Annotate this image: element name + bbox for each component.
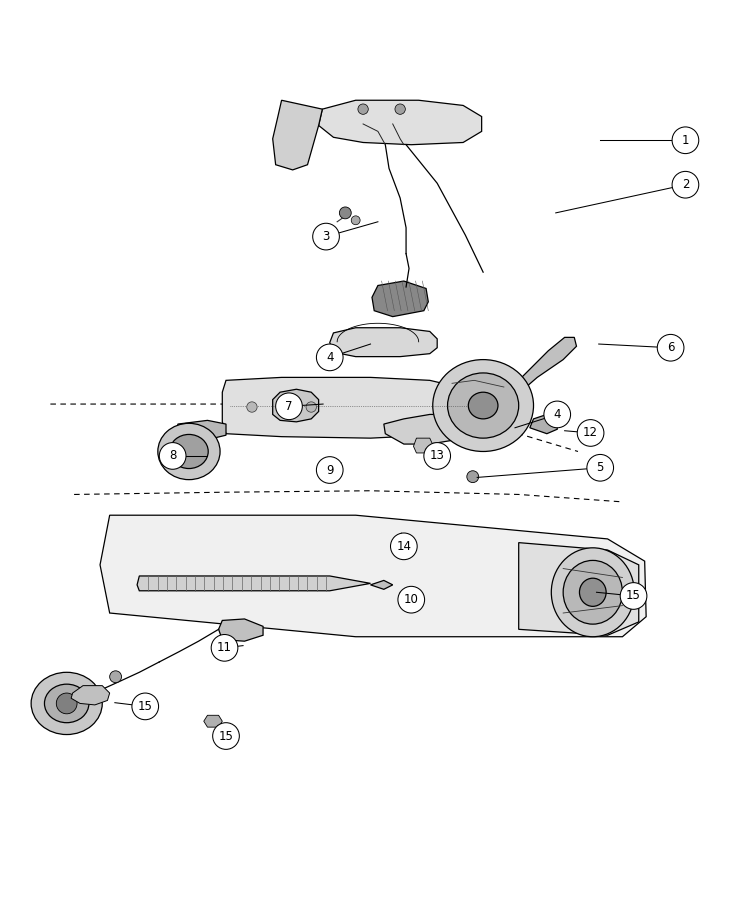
Circle shape (132, 693, 159, 720)
Circle shape (276, 393, 302, 419)
Polygon shape (204, 716, 222, 727)
Circle shape (213, 723, 239, 750)
Text: 3: 3 (322, 230, 330, 243)
Ellipse shape (31, 672, 102, 734)
Polygon shape (330, 328, 437, 356)
Ellipse shape (563, 561, 622, 624)
Circle shape (544, 401, 571, 428)
Text: 1: 1 (682, 134, 689, 147)
Ellipse shape (433, 360, 534, 452)
Polygon shape (100, 515, 646, 636)
Circle shape (316, 344, 343, 371)
Circle shape (398, 586, 425, 613)
Polygon shape (384, 414, 494, 444)
Polygon shape (519, 543, 639, 635)
Text: 14: 14 (396, 540, 411, 553)
Text: 8: 8 (169, 449, 176, 463)
Polygon shape (530, 414, 557, 434)
Polygon shape (71, 686, 110, 705)
Circle shape (276, 401, 287, 412)
Circle shape (358, 104, 368, 114)
Circle shape (587, 454, 614, 482)
Text: 4: 4 (326, 351, 333, 364)
Text: 9: 9 (326, 464, 333, 476)
Text: 7: 7 (285, 400, 293, 413)
Ellipse shape (170, 435, 208, 469)
Polygon shape (219, 619, 263, 641)
Circle shape (56, 693, 77, 714)
Polygon shape (273, 100, 322, 170)
Circle shape (313, 223, 339, 250)
Circle shape (395, 104, 405, 114)
Circle shape (467, 471, 479, 482)
Circle shape (211, 634, 238, 662)
Polygon shape (370, 580, 393, 590)
Ellipse shape (44, 684, 89, 723)
Polygon shape (372, 281, 428, 317)
Polygon shape (413, 438, 433, 453)
Circle shape (306, 401, 316, 412)
Polygon shape (319, 100, 482, 145)
Ellipse shape (158, 423, 220, 480)
Circle shape (247, 401, 257, 412)
Text: 12: 12 (583, 427, 598, 439)
Ellipse shape (579, 578, 606, 607)
Polygon shape (137, 576, 370, 590)
Polygon shape (273, 389, 319, 422)
Polygon shape (178, 420, 226, 439)
Ellipse shape (551, 548, 634, 636)
Circle shape (322, 461, 336, 474)
Circle shape (577, 419, 604, 446)
Circle shape (657, 335, 684, 361)
Polygon shape (222, 377, 496, 438)
Text: 5: 5 (597, 462, 604, 474)
Circle shape (672, 127, 699, 154)
Circle shape (424, 443, 451, 469)
Circle shape (159, 443, 186, 469)
Text: 15: 15 (138, 700, 153, 713)
Text: 11: 11 (217, 642, 232, 654)
Polygon shape (510, 338, 576, 397)
Text: 13: 13 (430, 449, 445, 463)
Circle shape (110, 670, 122, 683)
Circle shape (316, 456, 343, 483)
Circle shape (672, 171, 699, 198)
Text: 10: 10 (404, 593, 419, 607)
Text: 6: 6 (667, 341, 674, 355)
Circle shape (391, 533, 417, 560)
Ellipse shape (468, 392, 498, 418)
Circle shape (339, 207, 351, 219)
Text: 4: 4 (554, 408, 561, 421)
Text: 15: 15 (626, 590, 641, 602)
Text: 15: 15 (219, 730, 233, 742)
Ellipse shape (448, 373, 519, 438)
Text: 2: 2 (682, 178, 689, 191)
Circle shape (620, 582, 647, 609)
Circle shape (351, 216, 360, 225)
